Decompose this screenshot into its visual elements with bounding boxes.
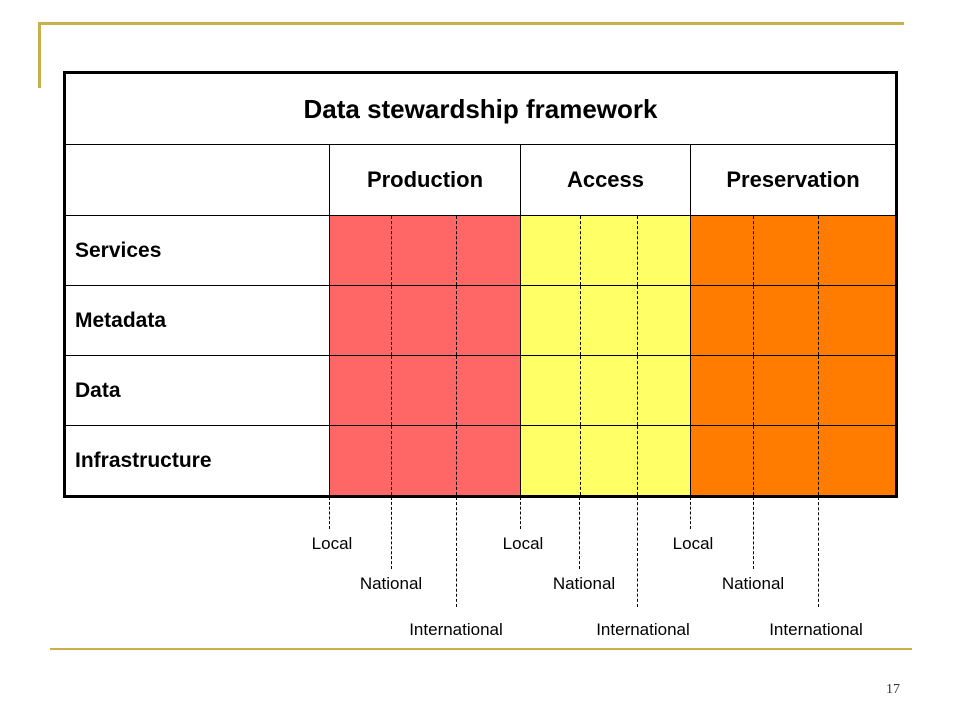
access-cell (520, 215, 691, 286)
international-guide-line (637, 497, 638, 607)
access-cell (520, 285, 691, 356)
international-guide-line (456, 497, 457, 607)
header-empty-cell (64, 144, 330, 216)
preservation-cell (690, 285, 897, 356)
row-label-infrastructure: Infrastructure (64, 425, 330, 497)
table-row: Services (64, 215, 897, 286)
production-cell (329, 425, 521, 497)
level-label-national: National (721, 574, 785, 593)
level-label-national: National (552, 574, 616, 593)
column-header-preservation: Preservation (690, 144, 897, 216)
international-guide-line (818, 497, 819, 607)
level-label-local: Local (311, 534, 353, 553)
level-label-international: International (596, 620, 690, 639)
level-label-local: Local (672, 534, 714, 553)
production-cell (329, 355, 521, 426)
access-cell (520, 425, 691, 497)
national-guide-line (753, 497, 754, 569)
local-guide-line (520, 497, 521, 529)
level-label-international: International (769, 620, 863, 639)
row-label-metadata: Metadata (64, 285, 330, 356)
level-label-national: National (359, 574, 423, 593)
decorative-left-rule (38, 22, 41, 88)
preservation-cell (690, 355, 897, 426)
table-row: Data (64, 355, 897, 426)
table-row: Infrastructure (64, 425, 897, 497)
table-title: Data stewardship framework (64, 72, 897, 145)
page-number: 17 (886, 682, 900, 697)
local-guide-line (329, 497, 330, 529)
production-cell (329, 285, 521, 356)
preservation-cell (690, 425, 897, 497)
level-label-international: International (409, 620, 503, 639)
row-label-data: Data (64, 355, 330, 426)
access-cell (520, 355, 691, 426)
column-header-production: Production (329, 144, 521, 216)
preservation-cell (690, 215, 897, 286)
national-guide-line (391, 497, 392, 569)
decorative-bottom-rule (50, 648, 912, 650)
local-guide-line (690, 497, 691, 529)
production-cell (329, 215, 521, 286)
level-label-local: Local (502, 534, 544, 553)
table-row: Metadata (64, 285, 897, 356)
framework-table: Data stewardship framework Production Ac… (63, 71, 898, 498)
row-label-services: Services (64, 215, 330, 286)
column-header-access: Access (520, 144, 691, 216)
decorative-top-rule (40, 22, 904, 25)
national-guide-line (579, 497, 580, 569)
